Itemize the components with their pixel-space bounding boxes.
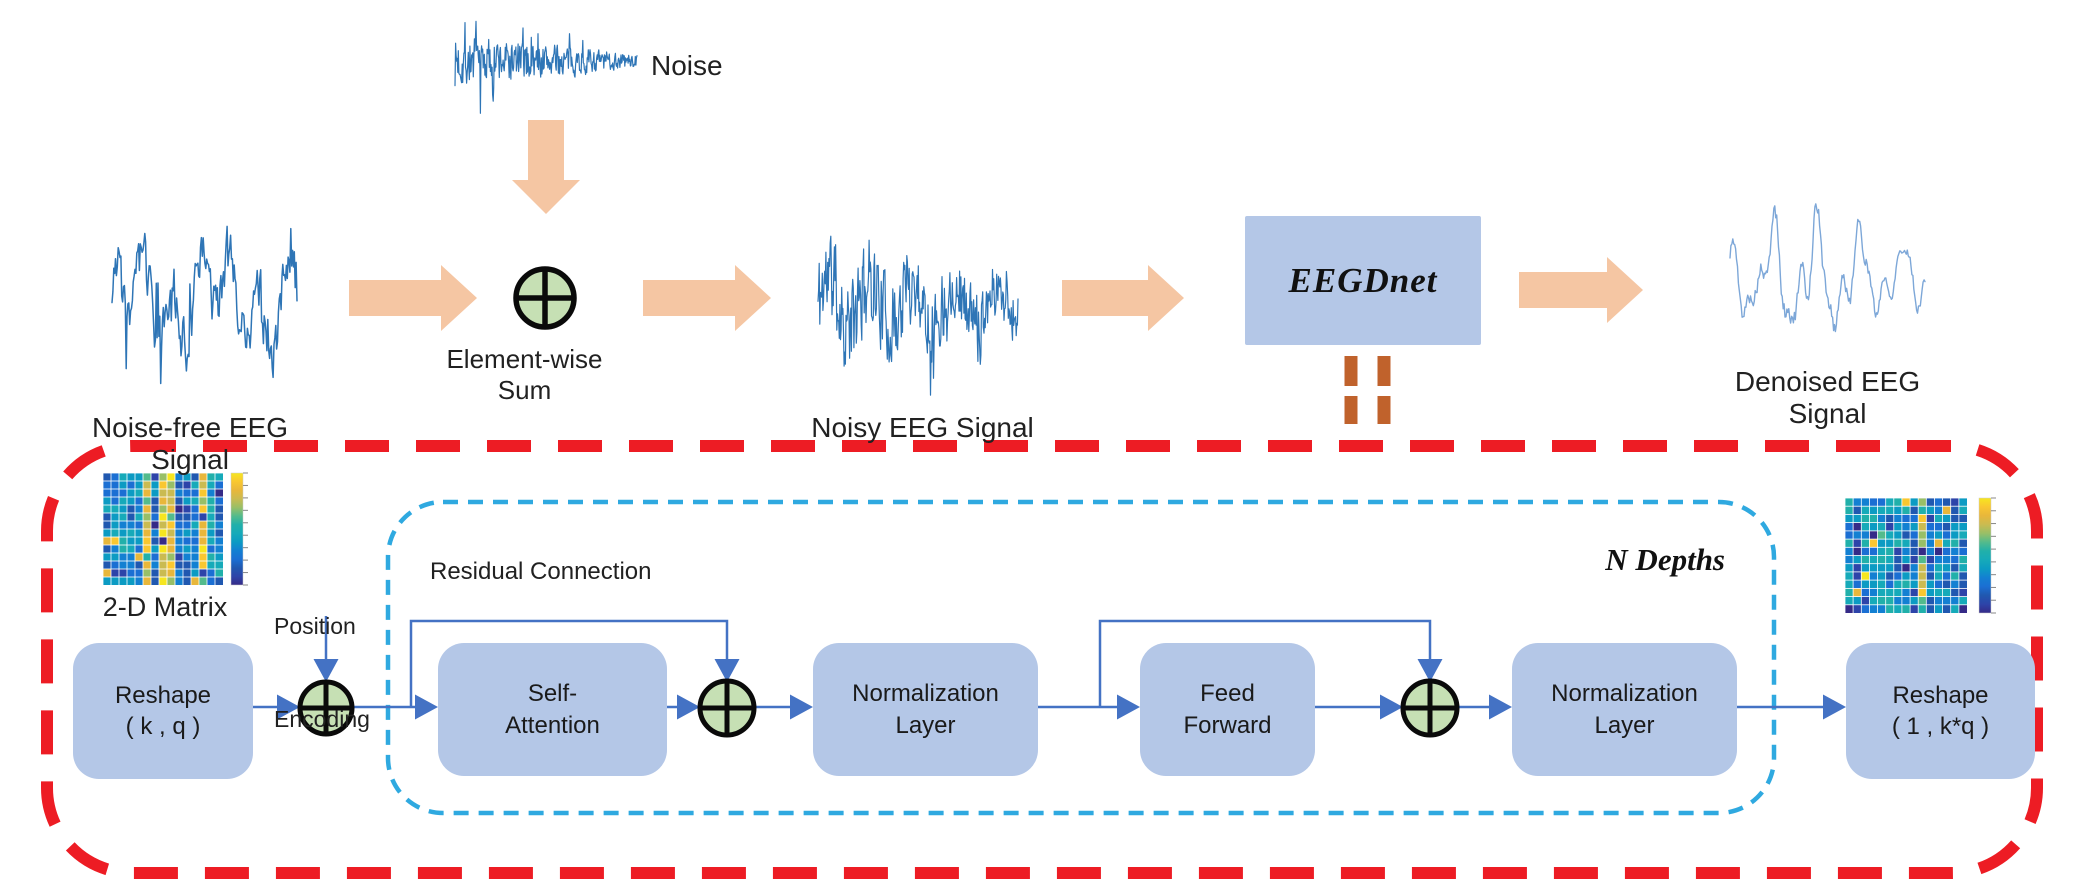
output-2d-matrix-heatmap (1844, 497, 1968, 614)
element-wise-sum-icon (513, 266, 577, 330)
arrow-sum-to-noisy (643, 265, 771, 331)
element-wise-sum-label: Element-wise Sum (446, 344, 603, 405)
position-encoding-label: Position Encoding (274, 613, 370, 733)
reshape-input-block: Reshape ( k , q ) (73, 643, 253, 779)
arrow-noisy-to-model (1062, 265, 1184, 331)
denoised-signal-label: Denoised EEG Signal (1734, 366, 1921, 429)
input-2d-matrix-label: 2-D Matrix (102, 592, 228, 622)
noise-free-eeg-waveform (111, 225, 298, 385)
noise-free-signal-label: Noise-free EEG Signal (91, 412, 289, 475)
noise-waveform (454, 20, 638, 114)
noise-label: Noise (651, 50, 723, 81)
noisy-signal-label: Noisy EEG Signal (811, 412, 1034, 443)
normalization-layer-1-block: Normalization Layer (813, 643, 1038, 776)
connector-lines (253, 616, 1846, 720)
input-matrix-colorbar (230, 472, 248, 586)
arrow-noise-to-sum (512, 120, 580, 214)
noisy-eeg-waveform (817, 235, 1019, 396)
sum-node-attention-residual-icon (697, 678, 757, 738)
sum-node-position-encoding-icon (297, 679, 355, 737)
feed-forward-block: Feed Forward (1140, 643, 1315, 776)
transformer-depth-dashed-border (385, 499, 1777, 816)
output-matrix-colorbar (1978, 497, 1996, 614)
sum-node-feedforward-residual-icon (1400, 678, 1460, 738)
input-2d-matrix-heatmap (102, 472, 224, 586)
eegdnet-model-label: EEGDnet (1288, 260, 1438, 300)
eegdnet-model-box: EEGDnet (1245, 216, 1481, 345)
arrow-model-to-denoised (1519, 257, 1643, 323)
n-depths-label: N Depths (1605, 542, 1725, 577)
reshape-output-block: Reshape ( 1 , k*q ) (1846, 643, 2035, 779)
self-attention-block: Self- Attention (438, 643, 667, 776)
residual-connection-label: Residual Connection (430, 558, 652, 585)
denoised-eeg-waveform (1729, 203, 1926, 333)
normalization-layer-2-block: Normalization Layer (1512, 643, 1737, 776)
outer-red-dashed-border (41, 440, 2043, 879)
equivalence-dashes-icon (1344, 356, 1391, 424)
arrow-noisefree-to-sum (349, 265, 477, 331)
